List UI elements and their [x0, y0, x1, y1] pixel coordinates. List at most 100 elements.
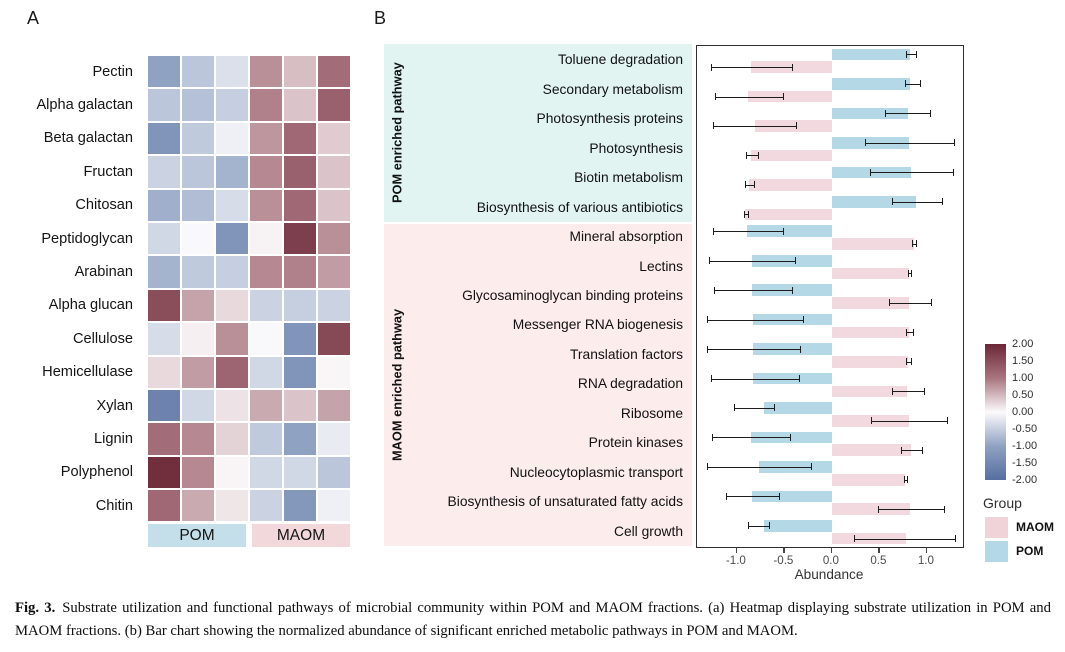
heatmap-cell — [318, 122, 350, 155]
pom-errorbar — [713, 227, 785, 235]
heatmap-cell — [318, 89, 350, 121]
pathway-label: Biotin metabolism — [574, 170, 683, 186]
heatmap-cell — [182, 356, 214, 388]
maom-bar — [831, 414, 909, 427]
pom-legend-label: POM — [1016, 544, 1044, 558]
pom-errorbar — [711, 375, 800, 382]
x-tick-mark — [925, 548, 928, 553]
heatmap-cell — [182, 89, 214, 121]
pom-bar — [831, 78, 910, 90]
heatmap-cell — [284, 323, 316, 355]
maom-legend-label: MAOM — [1016, 520, 1054, 534]
pom-bar — [831, 195, 917, 208]
heatmap-cell — [284, 289, 316, 322]
heatmap-row-label: Polyphenol — [60, 464, 133, 481]
pom-errorbar — [714, 286, 794, 294]
heatmap-cell — [216, 89, 248, 121]
x-tick-label: 1.0 — [917, 554, 934, 567]
panel-b-label: B — [374, 8, 387, 28]
heatmap-cell — [148, 189, 180, 221]
heatmap-cell — [216, 256, 248, 288]
pom-enriched-section-background — [384, 44, 692, 222]
heatmap-cell — [318, 256, 350, 288]
pom-errorbar — [748, 522, 771, 530]
maom-errorbar — [904, 476, 908, 484]
maom-bar — [831, 503, 910, 515]
heatmap-cell — [148, 456, 180, 489]
pom-bar — [831, 107, 908, 120]
heatmap-cell — [148, 122, 180, 155]
heatmap-row-label: Hemicellulase — [42, 364, 133, 381]
bar-plot-area — [696, 45, 964, 548]
colorbar-tick-label: -1.00 — [1012, 440, 1038, 452]
maom-errorbar — [891, 387, 926, 395]
heatmap-cell — [250, 356, 282, 388]
maom-enriched-section-background — [384, 224, 692, 546]
pom-bar — [764, 520, 832, 532]
heatmap-cell — [148, 156, 180, 188]
x-tick-label: 0.0 — [822, 554, 839, 567]
heatmap-cell — [250, 323, 282, 355]
heatmap-cell — [148, 222, 180, 255]
maom-errorbar — [907, 269, 912, 277]
heatmap-cell — [182, 122, 214, 155]
pathway-labels: Toluene degradation Secondary metabolism P… — [402, 45, 688, 546]
heatmap-cell — [284, 256, 316, 288]
heatmap-cell — [250, 56, 282, 88]
maom-bar — [831, 267, 909, 280]
maom-errorbar — [906, 358, 912, 366]
heatmap-cell — [250, 189, 282, 221]
heatmap-cell — [318, 356, 350, 388]
x-tick-mark — [878, 548, 880, 553]
heatmap-cell — [250, 156, 282, 188]
maom-bar — [831, 444, 911, 457]
heatmap-cell — [182, 389, 214, 422]
heatmap-cell — [284, 189, 316, 221]
heatmap-cell — [182, 156, 214, 188]
maom-errorbar — [906, 328, 914, 336]
pom-errorbar — [906, 50, 917, 58]
maom-errorbar — [853, 535, 957, 543]
pathway-label: Protein kinases — [588, 435, 683, 451]
heatmap-cell — [284, 490, 316, 522]
heatmap-cell — [284, 389, 316, 422]
pathway-label: Ribosome — [620, 405, 683, 421]
pom-errorbar — [706, 463, 813, 471]
maom-bar — [831, 238, 914, 250]
colorbar-tick-label: -1.50 — [1012, 457, 1038, 469]
heatmap-cell — [250, 89, 282, 121]
pom-errorbar — [707, 345, 801, 353]
group-legend-title: Group — [983, 495, 1022, 511]
x-tick-label: -0.5 — [773, 554, 794, 567]
heatmap-row-label: Peptidoglycan — [41, 230, 133, 247]
pom-errorbar — [725, 492, 780, 500]
heatmap-cell — [318, 289, 350, 322]
heatmap-cell — [284, 423, 316, 455]
heatmap-row-label: Arabinan — [74, 264, 133, 281]
pathway-label: Photosynthesis proteins — [536, 111, 683, 127]
pom-errorbar — [706, 316, 804, 324]
maom-errorbar — [746, 151, 759, 159]
heatmap-cell — [216, 122, 248, 155]
heatmap-cell — [148, 256, 180, 288]
heatmap-cell — [318, 456, 350, 489]
heatmap-cell — [284, 156, 316, 188]
heatmap-row-label: Lignin — [94, 430, 133, 447]
figure-caption: Fig. 3. Substrate utilization and functio… — [15, 597, 1051, 643]
pathway-label: Glycosaminoglycan binding proteins — [462, 287, 683, 303]
heatmap-cell — [148, 423, 180, 455]
heatmap-cell — [318, 323, 350, 355]
heatmap-cell — [318, 189, 350, 221]
maom-bar — [749, 179, 832, 191]
maom-bar — [751, 149, 832, 162]
heatmap-cell — [148, 356, 180, 388]
pathway-label: Secondary metabolism — [542, 81, 683, 97]
colorbar-tick-label: 1.00 — [1012, 372, 1034, 384]
heatmap-cell — [250, 389, 282, 422]
pom-errorbar — [905, 80, 922, 88]
maom-errorbar — [745, 181, 756, 189]
heatmap-row-label: Alpha galactan — [36, 97, 133, 114]
heatmap-cell — [216, 456, 248, 489]
heatmap-cell — [284, 456, 316, 489]
